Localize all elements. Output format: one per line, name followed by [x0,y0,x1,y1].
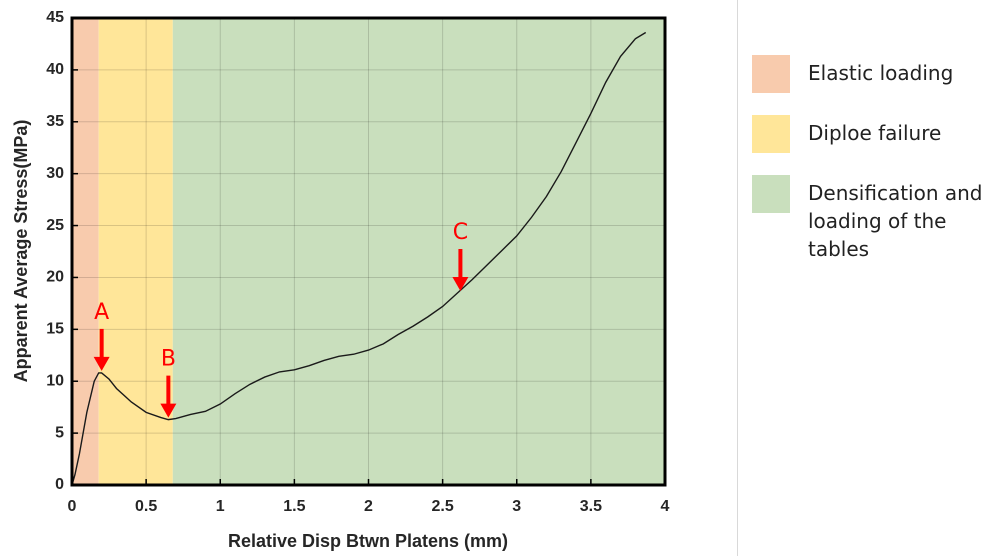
region [72,18,99,485]
plot-frame [70,16,667,487]
y-axis-title: Apparent Average Stress(MPa) [11,120,31,383]
y-tick-label: 45 [46,9,64,26]
legend-swatch [752,175,790,213]
separator [737,0,738,556]
annotation-label: C [453,220,468,245]
legend-label: Elastic loading [808,61,954,85]
region [172,18,665,485]
legend-item: Elastic loading [752,55,991,93]
x-tick-label: 3 [512,498,521,515]
legend-swatch [752,55,790,93]
legend: Elastic loading Diploe failure Densificati… [752,55,991,285]
region [98,18,173,485]
y-tick-label: 0 [55,476,64,493]
legend-item: Diploe failure [752,115,991,153]
legend-label: Densification and loading of the tables [808,181,983,261]
annotation-label: A [94,300,109,325]
y-tick-label: 35 [46,113,64,130]
annotation-arrow-head [93,356,110,371]
y-tick-label: 10 [46,372,64,389]
x-tick-label: 4 [661,498,670,515]
legend-label: Diploe failure [808,121,942,145]
y-tick-label: 5 [55,424,64,441]
x-tick-label: 2.5 [432,498,454,515]
x-tick-label: 2 [364,498,373,515]
legend-item: Densification and loading of the tables [752,175,991,263]
x-axis-title: Relative Disp Btwn Platens (mm) [228,531,508,551]
annotation-label: B [161,347,176,372]
annotation-arrow-head [160,403,177,418]
y-tick-label: 40 [46,61,64,78]
x-tick-label: 3.5 [580,498,602,515]
legend-swatch [752,115,790,153]
y-tick-label: 30 [46,165,64,182]
y-tick-label: 25 [46,217,64,234]
x-tick-label: 1 [216,498,225,515]
chart: Relative Disp Btwn Platens (mm) Apparent… [11,9,670,551]
data-line [71,31,647,486]
y-tick-label: 20 [46,269,64,286]
y-tick-label: 15 [46,321,64,338]
x-tick-label: 0 [68,498,77,515]
annotation-arrow-head [452,277,469,292]
x-tick-label: 1.5 [283,498,305,515]
x-tick-label: 0.5 [135,498,157,515]
